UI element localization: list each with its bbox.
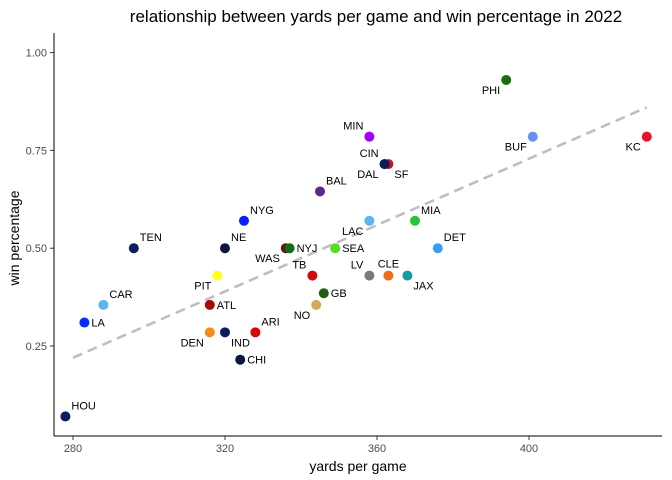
- data-point-gb: [318, 288, 329, 299]
- data-point-phi: [501, 74, 512, 85]
- data-point-cle: [383, 270, 394, 281]
- point-label-lac: LAC: [342, 226, 363, 238]
- point-label-ind: IND: [231, 337, 250, 349]
- point-label-sea: SEA: [342, 243, 365, 255]
- x-tick-label: 400: [520, 443, 538, 455]
- point-label-mia: MIA: [421, 205, 441, 217]
- x-tick-label: 360: [368, 443, 386, 455]
- data-point-tb: [307, 270, 318, 281]
- point-label-jax: JAX: [413, 281, 434, 293]
- point-label-ne: NE: [231, 232, 246, 244]
- data-point-atl: [204, 299, 215, 310]
- point-label-la: LA: [91, 318, 105, 330]
- data-point-bal: [315, 186, 325, 197]
- point-label-car: CAR: [109, 289, 132, 301]
- point-label-tb: TB: [292, 260, 306, 272]
- point-label-buf: BUF: [505, 142, 527, 154]
- point-label-kc: KC: [626, 142, 641, 154]
- data-point-jax: [402, 270, 413, 281]
- point-label-cin: CIN: [360, 148, 379, 160]
- trend-line-group: [72, 106, 648, 359]
- y-tick-label: 1.00: [26, 48, 47, 60]
- y-tick-label: 0.50: [26, 243, 47, 255]
- point-labels: PHI KC BUF MIN CIN SF DAL BAL NYG LAC MIA TEN NE WAS N…: [71, 85, 640, 412]
- data-point-hou: [60, 411, 71, 422]
- point-label-bal: BAL: [326, 175, 347, 187]
- point-label-dal: DAL: [357, 169, 378, 181]
- data-points: [60, 74, 652, 422]
- data-point-lv: [364, 270, 375, 281]
- data-point-ten: [128, 243, 139, 254]
- data-point-ne: [220, 243, 230, 254]
- point-label-gb: GB: [331, 288, 347, 300]
- point-label-den: DEN: [181, 337, 204, 349]
- trend-line: [72, 106, 648, 359]
- data-point-lac: [364, 215, 375, 226]
- data-point-dal: [379, 159, 390, 170]
- y-axis-title: win percentage: [6, 190, 22, 286]
- data-point-la: [79, 317, 90, 328]
- point-label-lv: LV: [351, 260, 364, 272]
- data-point-chi: [235, 354, 246, 365]
- point-label-cle: CLE: [378, 259, 399, 271]
- point-label-was: WAS: [255, 253, 280, 265]
- point-label-ten: TEN: [140, 232, 162, 244]
- y-tick-label: 0.75: [26, 145, 47, 157]
- y-tick-label: 0.25: [26, 341, 47, 353]
- y-axis-ticks: 0.25 0.50 0.75 1.00: [26, 48, 54, 353]
- data-point-ind: [220, 327, 230, 338]
- data-point-no: [311, 299, 322, 310]
- point-label-det: DET: [444, 232, 466, 244]
- data-point-sea: [330, 243, 341, 254]
- point-label-phi: PHI: [482, 85, 500, 97]
- point-label-no: NO: [294, 310, 311, 322]
- data-point-den: [204, 327, 215, 338]
- data-point-mia: [410, 215, 420, 226]
- point-label-ari: ARI: [261, 316, 279, 328]
- data-point-buf: [527, 131, 538, 142]
- data-point-det: [432, 243, 443, 254]
- point-label-atl: ATL: [217, 300, 236, 312]
- point-label-nyj: NYJ: [297, 243, 318, 255]
- point-label-chi: CHI: [247, 355, 266, 367]
- point-label-pit: PIT: [194, 281, 211, 293]
- data-point-nyj: [284, 243, 295, 254]
- point-label-nyg: NYG: [250, 205, 274, 217]
- x-tick-label: 280: [64, 443, 82, 455]
- data-point-nyg: [239, 215, 249, 226]
- chart-title: relationship between yards per game and …: [130, 7, 622, 26]
- point-label-hou: HOU: [71, 400, 96, 412]
- data-point-car: [98, 299, 109, 310]
- data-point-pit: [212, 270, 223, 281]
- x-axis-ticks: 280 320 360 400: [64, 436, 538, 455]
- data-point-kc: [641, 131, 652, 142]
- point-label-min: MIN: [343, 121, 363, 133]
- data-point-min: [364, 131, 375, 142]
- data-point-ari: [250, 327, 261, 338]
- point-label-sf: SF: [394, 169, 408, 181]
- x-axis-title: yards per game: [309, 458, 406, 474]
- x-tick-label: 320: [216, 443, 234, 455]
